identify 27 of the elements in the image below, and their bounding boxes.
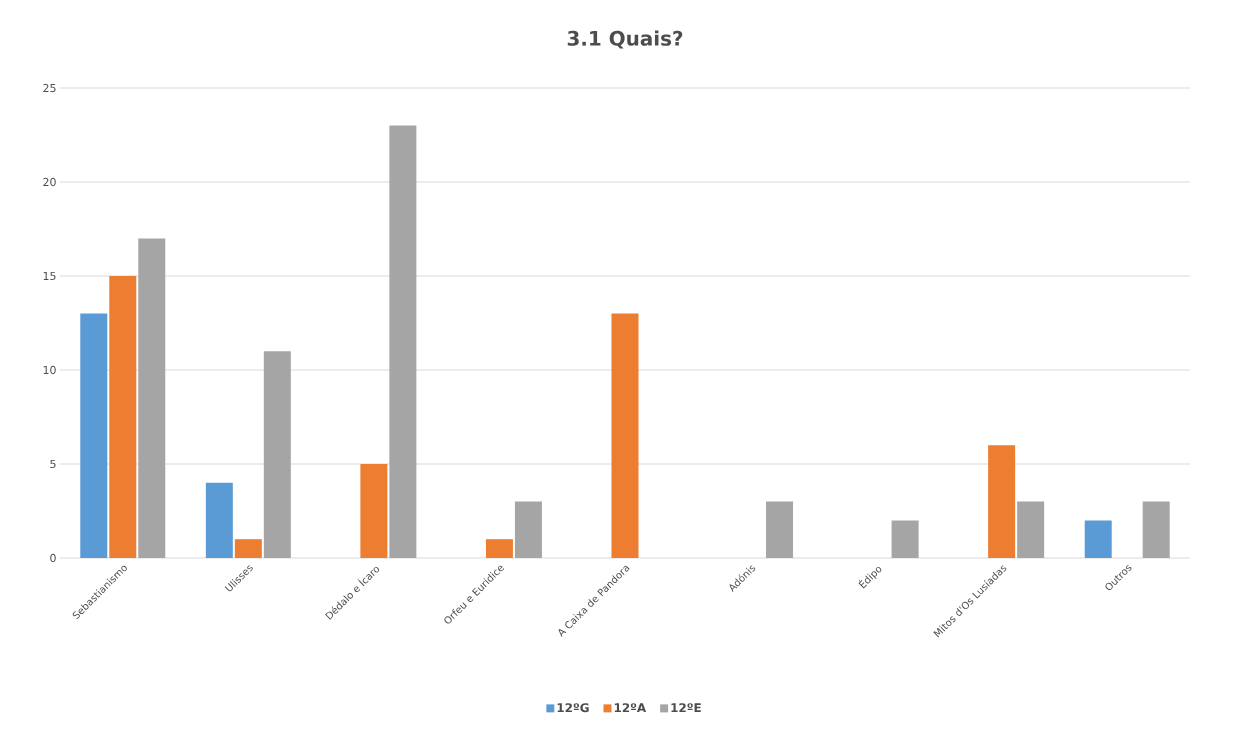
bar: [1084, 520, 1112, 558]
bar: [766, 501, 794, 558]
bar: [514, 501, 542, 558]
bar: [80, 313, 108, 558]
bar: [485, 539, 513, 558]
bar: [611, 313, 639, 558]
bar: [1017, 501, 1045, 558]
legend-label: 12ºE: [671, 703, 701, 713]
legend-label: 12ºA: [614, 703, 647, 713]
y-tick-label: 5: [50, 459, 56, 469]
y-tick-label: 15: [43, 271, 56, 281]
bar: [988, 445, 1016, 558]
bar: [1142, 501, 1170, 558]
bar: [205, 482, 233, 558]
legend-label: 12ºG: [557, 703, 589, 713]
y-tick-label: 20: [43, 177, 56, 187]
bar: [360, 464, 388, 558]
bar: [109, 276, 137, 558]
y-tick-label: 10: [43, 365, 56, 375]
bar: [138, 238, 166, 558]
bar: [891, 520, 919, 558]
bar: [234, 539, 262, 558]
bar: [263, 351, 291, 558]
y-tick-label: 25: [43, 83, 56, 93]
chart-title: 3.1 Quais?: [567, 30, 683, 49]
bar: [389, 125, 417, 558]
y-tick-label: 0: [50, 553, 56, 563]
